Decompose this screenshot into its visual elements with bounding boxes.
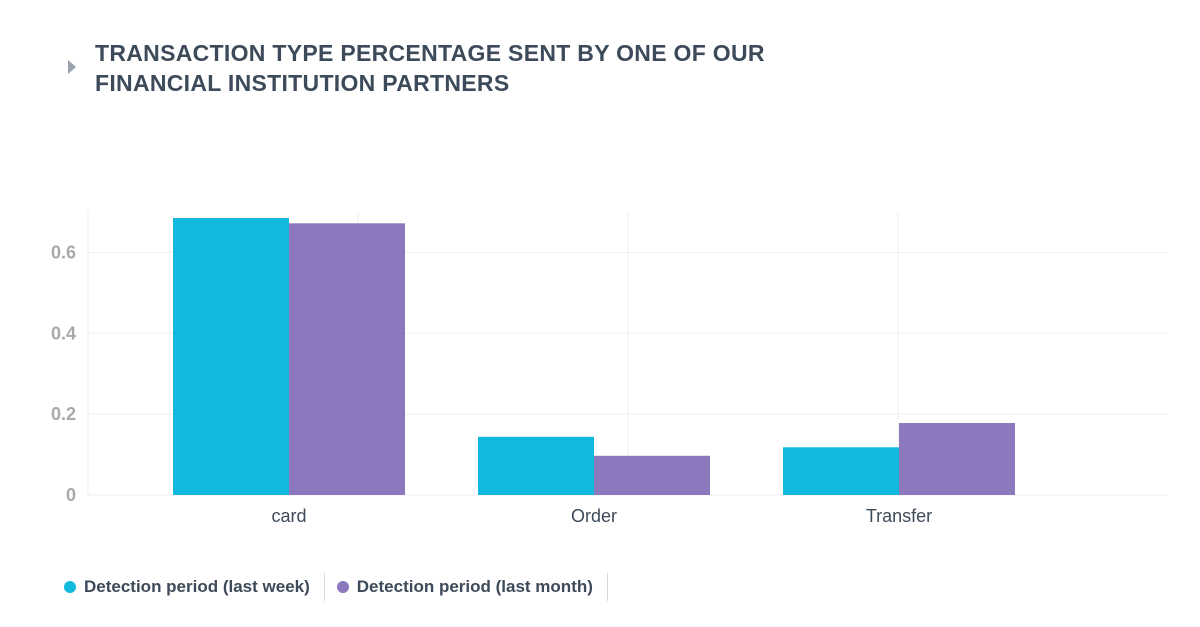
y-tick-label: 0 (66, 485, 76, 505)
bar-transfer-last-week[interactable] (783, 447, 899, 495)
bar-card-last-month[interactable] (289, 223, 405, 495)
x-tick-label: Transfer (866, 506, 932, 526)
x-tick-label: card (271, 506, 306, 526)
bar-transfer-last-month[interactable] (899, 423, 1015, 495)
legend-swatch-last-week (64, 581, 76, 593)
bars-layer (173, 218, 1015, 496)
chart-title: TRANSACTION TYPE PERCENTAGE SENT BY ONE … (95, 40, 765, 96)
y-tick-label: 0.2 (51, 404, 76, 424)
x-axis: card Order Transfer (271, 506, 932, 526)
legend-label-last-month: Detection period (last month) (356, 577, 593, 596)
bar-order-last-week[interactable] (478, 436, 594, 495)
bar-order-last-month[interactable] (594, 455, 710, 495)
legend-label-last-week: Detection period (last week) (84, 577, 310, 596)
y-tick-label: 0.4 (51, 323, 76, 343)
legend-item-last-month[interactable]: Detection period (last month) (336, 573, 608, 601)
y-tick-label: 0.6 (51, 242, 76, 262)
legend: Detection period (last week) Detection p… (64, 573, 620, 601)
legend-item-last-week[interactable]: Detection period (last week) (64, 573, 325, 601)
bar-card-last-week[interactable] (173, 218, 289, 496)
x-tick-label: Order (571, 506, 617, 526)
y-axis: 0 0.2 0.4 0.6 (51, 242, 76, 505)
legend-swatch-last-month (336, 581, 349, 593)
caret-right-icon[interactable] (68, 60, 76, 74)
